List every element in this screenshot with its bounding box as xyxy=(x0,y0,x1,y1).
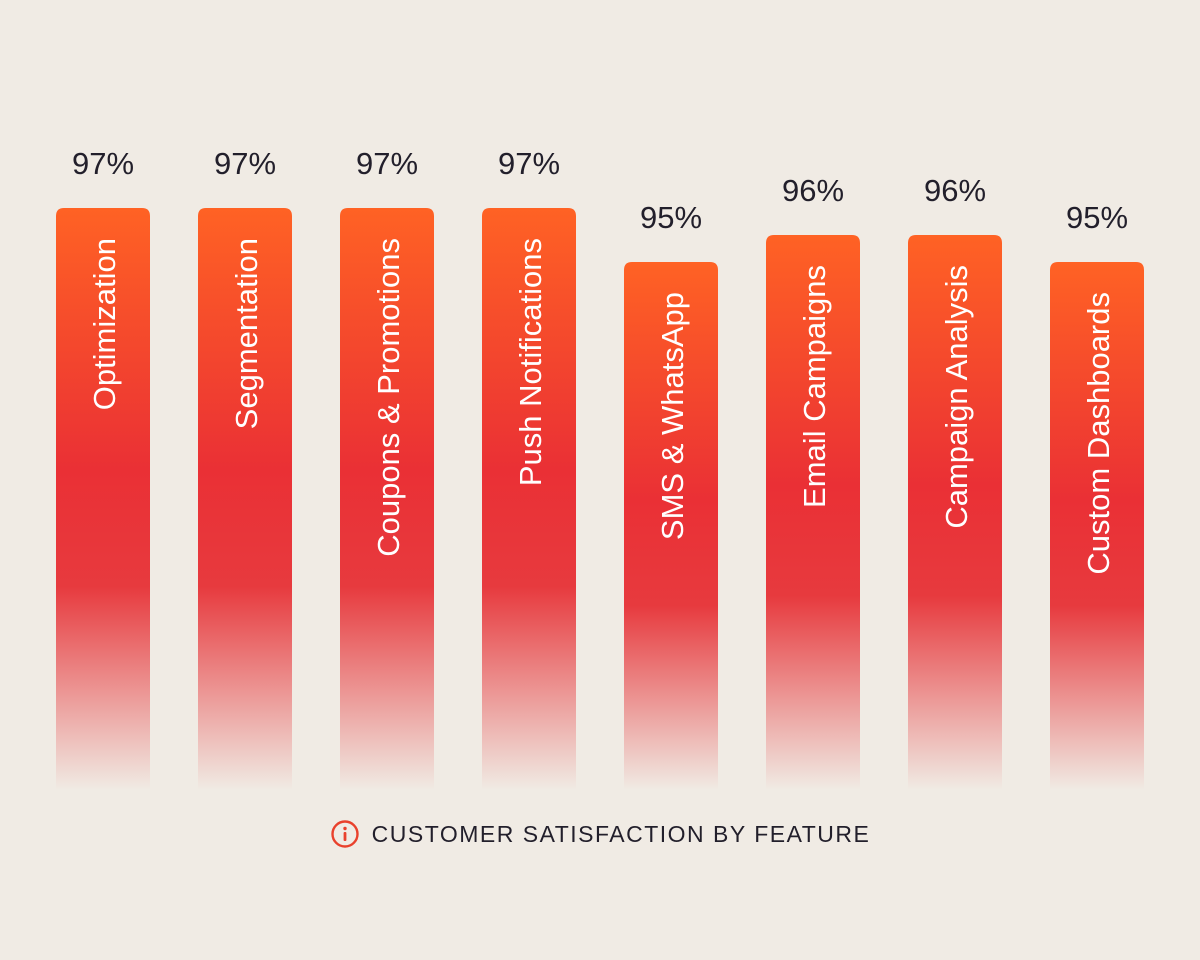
value-label-4: 97% xyxy=(498,146,560,181)
bar-2 xyxy=(198,208,292,790)
chart-caption: CUSTOMER SATISFACTION BY FEATURE xyxy=(0,812,1200,856)
bar-7 xyxy=(908,235,1002,790)
chart-title: CUSTOMER SATISFACTION BY FEATURE xyxy=(371,820,871,847)
value-label-6: 96% xyxy=(782,173,844,208)
bar-5 xyxy=(624,262,718,790)
value-label-1: 97% xyxy=(72,146,134,181)
bar-4 xyxy=(482,208,576,790)
value-label-8: 95% xyxy=(1066,200,1128,235)
bar-6 xyxy=(766,235,860,790)
category-label-6: Email Campaigns xyxy=(797,265,832,508)
category-label-3: Coupons & Promotions xyxy=(371,238,406,557)
bar-8 xyxy=(1050,262,1144,790)
value-label-5: 95% xyxy=(640,200,702,235)
category-label-2: Segmentation xyxy=(229,238,264,429)
category-label-1: Optimization xyxy=(87,238,122,410)
value-label-7: 96% xyxy=(924,173,986,208)
category-label-8: Custom Dashboards xyxy=(1081,292,1116,575)
category-label-5: SMS & WhatsApp xyxy=(655,292,690,540)
value-label-3: 97% xyxy=(356,146,418,181)
bar-1 xyxy=(56,208,150,790)
category-label-4: Push Notifications xyxy=(513,238,548,486)
value-label-2: 97% xyxy=(214,146,276,181)
bar-3 xyxy=(340,208,434,790)
info-icon xyxy=(330,820,359,848)
category-label-7: Campaign Analysis xyxy=(939,265,974,529)
